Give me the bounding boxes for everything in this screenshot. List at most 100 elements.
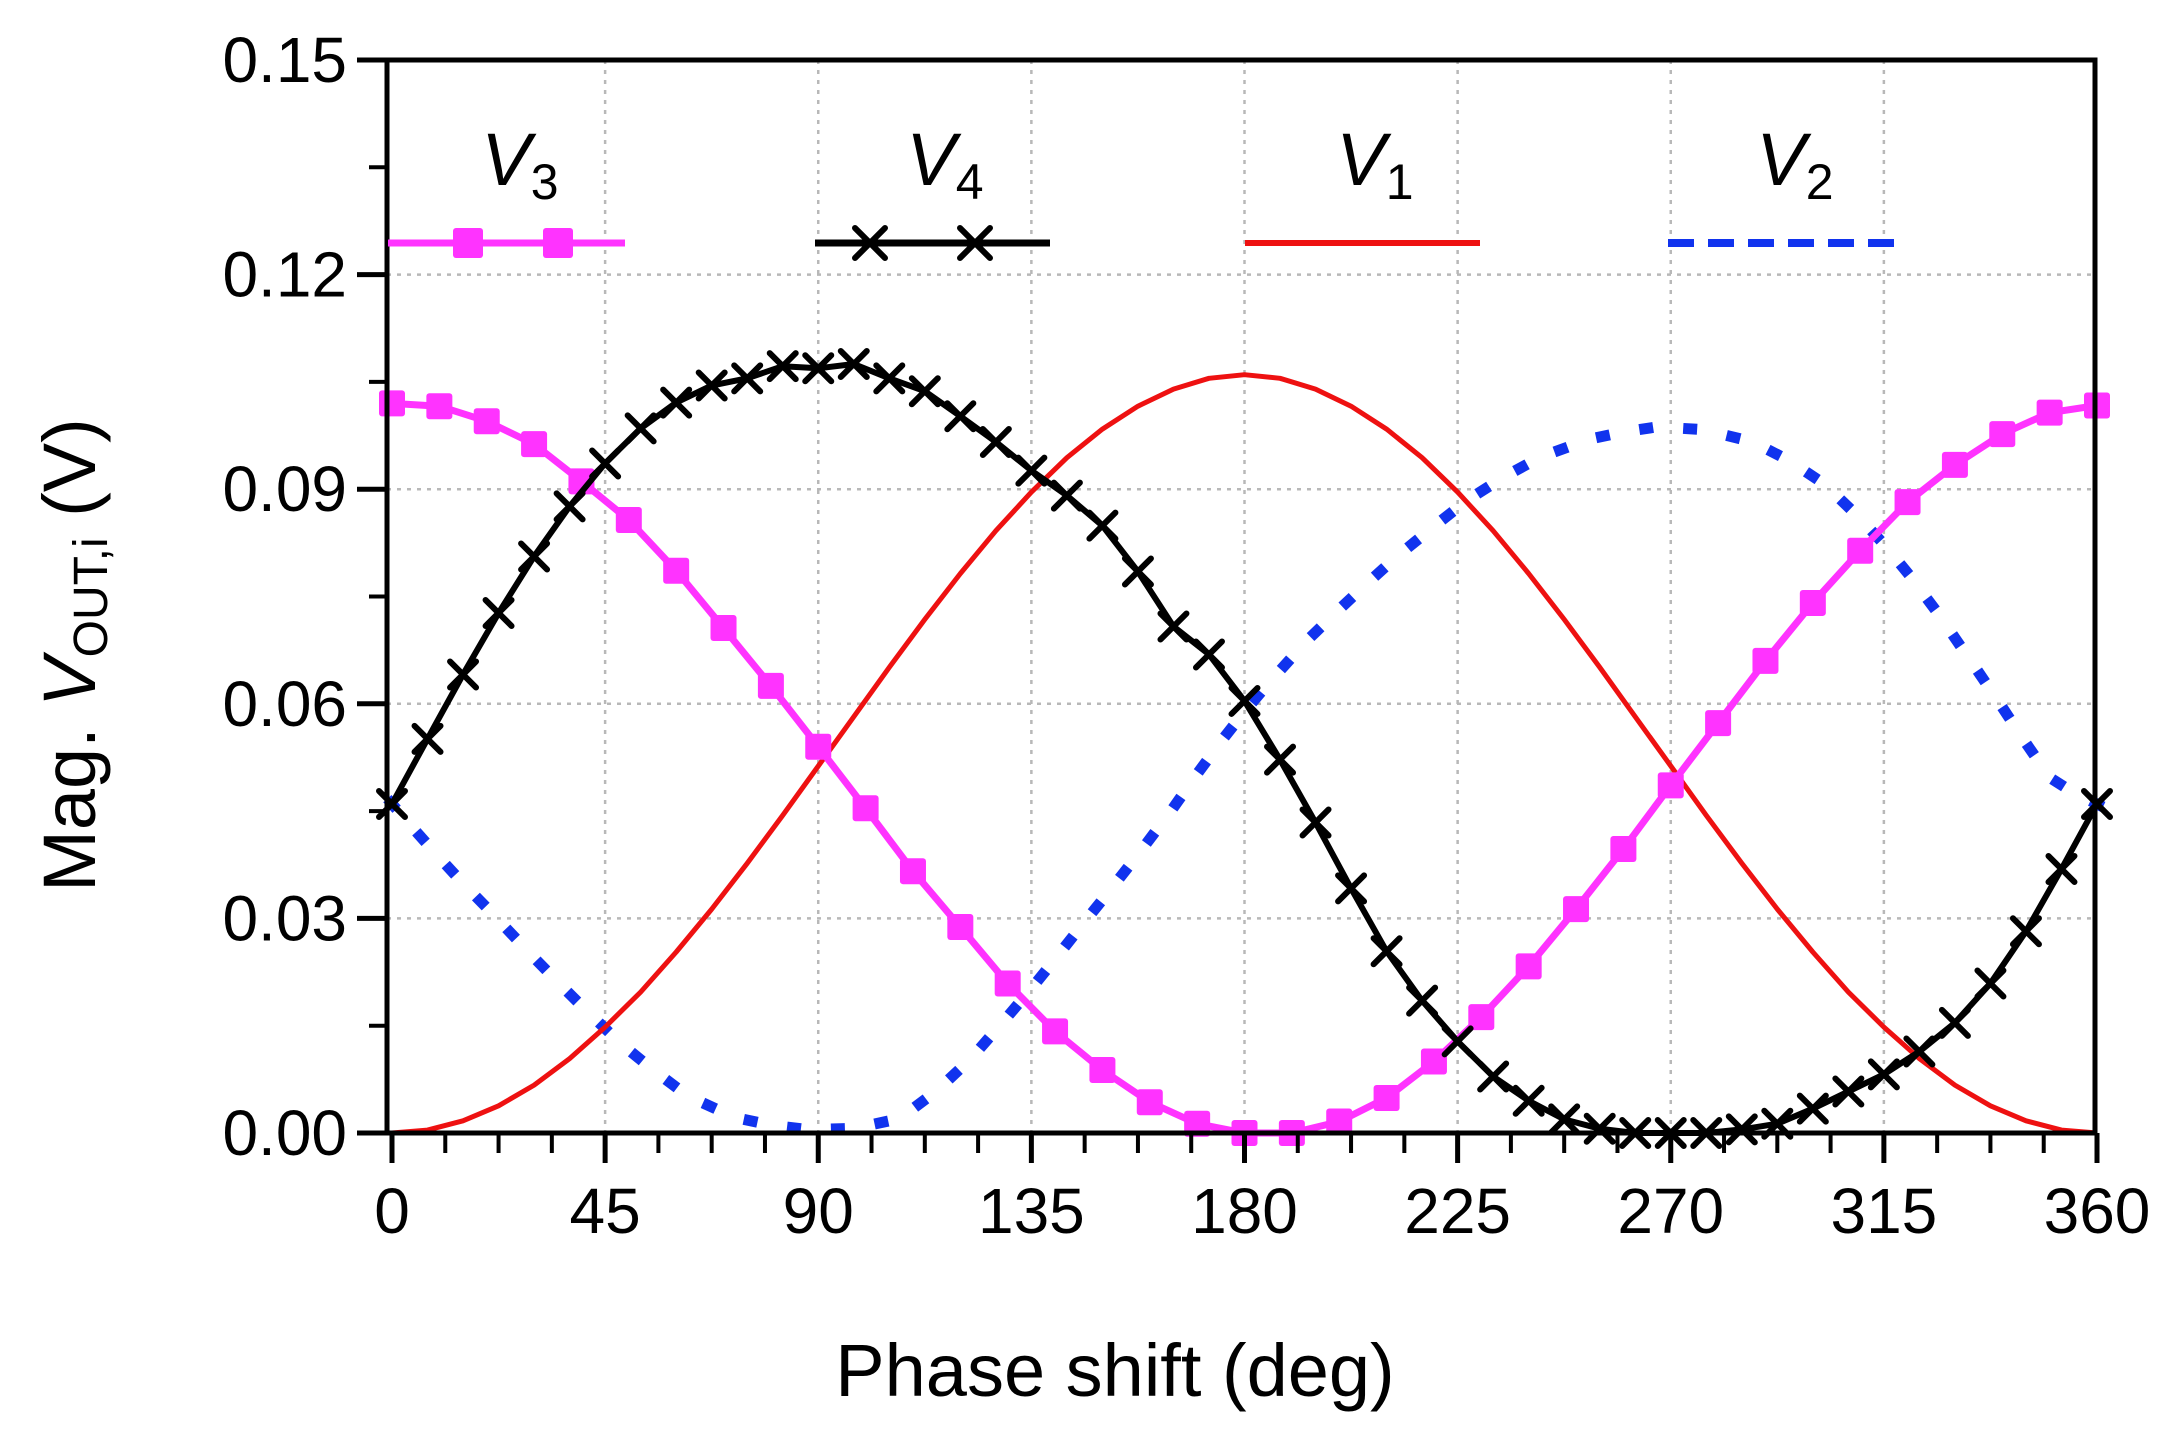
marker-square (1468, 1004, 1495, 1031)
series-V2-dash (412, 828, 430, 846)
marker-x (482, 596, 515, 629)
marker-x (1157, 610, 1190, 643)
y-axis-title-sub: OUT,i (65, 537, 118, 657)
y-tick-label: 0.03 (222, 882, 347, 954)
marker-x (1192, 638, 1225, 671)
series-V2-dash (1802, 467, 1821, 485)
series-V2-dash (1276, 655, 1295, 674)
marker-x (1015, 454, 1048, 487)
legend-entry-V1: V1 (1245, 118, 1480, 246)
marker-x (624, 412, 657, 445)
y-axis-title-suffix: (V) (28, 418, 111, 537)
series-V2-dash (1765, 444, 1783, 462)
marker-square (473, 408, 500, 435)
x-axis-title: Phase shift (deg) (835, 1329, 1394, 1412)
series-V2-dash (945, 1065, 963, 1084)
series-V2-dash (1060, 932, 1078, 951)
legend-label-V4: V4 (906, 118, 983, 210)
marker-square (1752, 647, 1779, 674)
marker-x (411, 722, 444, 755)
marker-x (1370, 935, 1403, 968)
series-V4 (376, 348, 2113, 1149)
marker-square (453, 228, 483, 258)
series-V2-dash (471, 892, 490, 911)
x-tick-label: 90 (783, 1175, 854, 1247)
marker-square (1705, 710, 1732, 737)
series-V2-dash (1895, 560, 1914, 579)
marker-x (518, 540, 551, 573)
marker-square (1184, 1110, 1211, 1137)
series-V2-dash (441, 860, 460, 879)
series-V2 (383, 422, 2106, 1135)
legend-label-sub: 2 (1806, 154, 1834, 210)
marker-x (1548, 1103, 1581, 1136)
legend-label-main: V (1756, 118, 1812, 201)
series-V2-dash (786, 1121, 802, 1135)
series-V2-dash (1247, 688, 1266, 707)
marker-x (589, 447, 622, 480)
marker-x (1974, 967, 2007, 1000)
y-tick-label: 0.06 (222, 668, 347, 740)
series-V2-dash (2021, 740, 2039, 759)
marker-x (1583, 1112, 1616, 1145)
marker-square (1799, 589, 1826, 616)
legend-label-sub: 3 (531, 154, 559, 210)
marker-x (695, 369, 728, 402)
marker-x (553, 490, 586, 523)
marker-x (1121, 555, 1154, 588)
y-tick-label: 0.15 (222, 24, 347, 96)
legend-entry-V2: V2 (1668, 118, 1905, 247)
legend: V3 V4 V1 V2 (388, 118, 1905, 261)
series-V2-dash (1168, 793, 1186, 812)
series-V2-dash (1512, 459, 1530, 476)
legend-label-V1: V1 (1336, 118, 1413, 210)
marker-square (1373, 1084, 1400, 1111)
legend-label-main: V (481, 118, 537, 201)
series-V2-dash (1141, 829, 1160, 847)
series-V2-dash (1306, 623, 1325, 642)
x-tick-label: 315 (1830, 1175, 1937, 1247)
marker-x (1441, 1025, 1474, 1058)
series-V2-dash (532, 956, 551, 975)
marker-x (1228, 684, 1261, 717)
series-V2-dash (1474, 481, 1493, 499)
series-V2-dash (1193, 757, 1211, 776)
marker-square (1042, 1018, 1069, 1045)
marker-x (1406, 984, 1439, 1017)
marker-x (1335, 872, 1368, 905)
marker-x (1938, 1006, 1971, 1039)
series-V1-line (391, 372, 2098, 1136)
x-tick-label: 135 (978, 1175, 1085, 1247)
marker-x (1264, 743, 1297, 776)
marker-square (899, 858, 926, 885)
marker-square (1989, 421, 2016, 448)
legend-label-main: V (1336, 118, 1392, 201)
legend-label-V3: V3 (481, 118, 558, 210)
marker-x (1725, 1113, 1758, 1146)
y-tick-label: 0.12 (222, 239, 347, 311)
y-axis-title: Mag. VOUT,i (V) (28, 418, 118, 892)
series-V2-dash (1972, 667, 1990, 686)
marker-x (957, 225, 993, 261)
marker-x (944, 400, 977, 433)
marker-x (1050, 479, 1083, 512)
marker-x (873, 362, 906, 395)
series-V2-dash (1087, 898, 1106, 917)
marker-square (1657, 772, 1684, 799)
series-V2-dash (911, 1094, 930, 1112)
marker-square (994, 970, 1021, 997)
x-tick-label: 270 (1617, 1175, 1724, 1247)
legend-label-sub: 1 (1386, 154, 1414, 210)
marker-square (426, 393, 453, 420)
legend-label-sub: 4 (956, 154, 984, 210)
y-tick-label: 0.00 (222, 1097, 347, 1169)
marker-square (2036, 399, 2063, 426)
series-V2-dash (563, 987, 582, 1006)
legend-label-main: V (906, 118, 962, 201)
x-tick-label: 0 (374, 1175, 410, 1247)
series-V2-dash (1115, 863, 1133, 882)
marker-square (852, 795, 879, 822)
series-V2-dash (975, 1034, 994, 1052)
marker-x (852, 225, 888, 261)
